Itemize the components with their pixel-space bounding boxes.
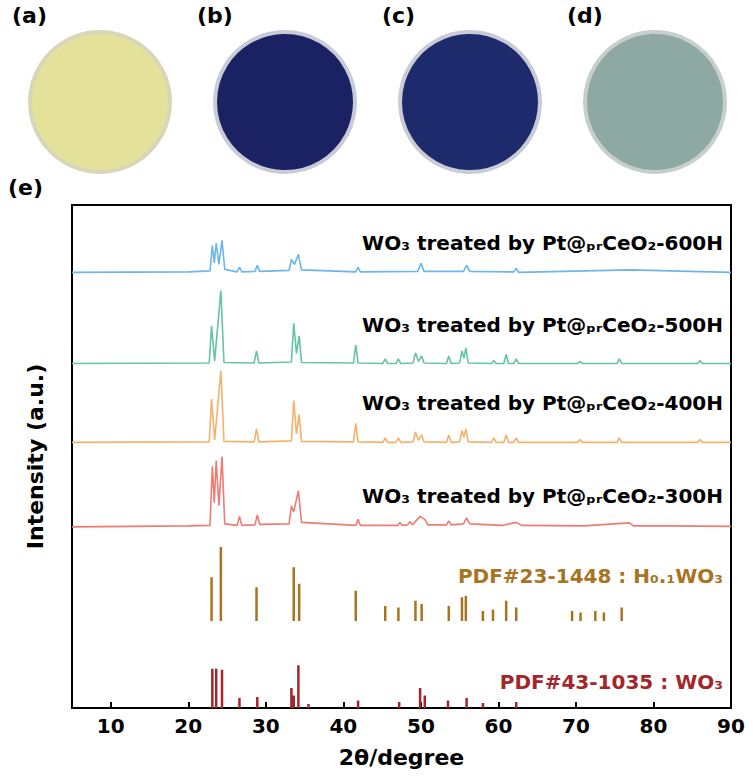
- svg-text:80: 80: [640, 714, 668, 738]
- svg-text:30: 30: [252, 714, 280, 738]
- svg-text:50: 50: [407, 714, 435, 738]
- svg-text:PDF#43-1035 : WO₃: PDF#43-1035 : WO₃: [500, 670, 723, 694]
- svg-text:2θ/degree: 2θ/degree: [339, 745, 465, 770]
- svg-text:70: 70: [562, 714, 590, 738]
- svg-text:(a): (a): [12, 3, 47, 28]
- svg-text:60: 60: [484, 714, 512, 738]
- svg-text:10: 10: [97, 714, 125, 738]
- svg-text:90: 90: [717, 714, 745, 738]
- svg-text:(d): (d): [567, 3, 603, 28]
- svg-text:20: 20: [174, 714, 202, 738]
- svg-text:WO₃ treated by Pt@ₚᵣCeO₂-400H: WO₃ treated by Pt@ₚᵣCeO₂-400H: [362, 391, 723, 415]
- svg-text:WO₃ treated by Pt@ₚᵣCeO₂-600H: WO₃ treated by Pt@ₚᵣCeO₂-600H: [362, 231, 723, 255]
- svg-text:PDF#23-1448 : H₀.₁WO₃: PDF#23-1448 : H₀.₁WO₃: [458, 564, 723, 588]
- svg-text:WO₃ treated by Pt@ₚᵣCeO₂-300H: WO₃ treated by Pt@ₚᵣCeO₂-300H: [362, 484, 723, 508]
- svg-text:WO₃ treated by Pt@ₚᵣCeO₂-500H: WO₃ treated by Pt@ₚᵣCeO₂-500H: [362, 313, 723, 337]
- svg-text:(b): (b): [197, 3, 233, 28]
- svg-text:40: 40: [329, 714, 357, 738]
- svg-text:(e): (e): [8, 175, 43, 200]
- svg-text:(c): (c): [382, 3, 415, 28]
- svg-text:Intensity (a.u.): Intensity (a.u.): [23, 364, 48, 549]
